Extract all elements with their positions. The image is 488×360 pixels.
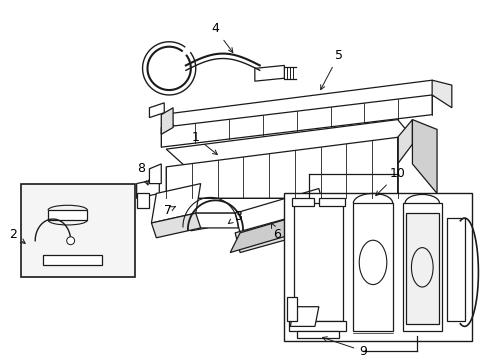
Bar — [284, 193, 470, 341]
Polygon shape — [166, 198, 411, 213]
Polygon shape — [235, 208, 328, 253]
Polygon shape — [151, 213, 200, 238]
Polygon shape — [254, 66, 284, 81]
Bar — [21, 184, 134, 277]
Polygon shape — [136, 179, 159, 198]
Polygon shape — [292, 198, 313, 206]
Polygon shape — [235, 189, 323, 233]
Text: 1: 1 — [191, 131, 217, 154]
Text: 10: 10 — [375, 167, 405, 195]
Polygon shape — [431, 80, 451, 108]
Text: 8: 8 — [137, 162, 148, 185]
Polygon shape — [397, 120, 411, 164]
Polygon shape — [166, 120, 411, 167]
Polygon shape — [294, 203, 343, 321]
Polygon shape — [166, 137, 397, 198]
Polygon shape — [287, 297, 297, 321]
Text: 7: 7 — [164, 204, 175, 217]
Polygon shape — [402, 203, 441, 331]
Text: 3: 3 — [228, 210, 242, 224]
Polygon shape — [43, 255, 102, 265]
Polygon shape — [171, 213, 422, 228]
Polygon shape — [289, 321, 346, 331]
Polygon shape — [353, 203, 392, 331]
Polygon shape — [149, 103, 164, 118]
Text: 9: 9 — [322, 337, 366, 357]
Polygon shape — [161, 80, 441, 127]
Polygon shape — [190, 220, 207, 231]
Text: 5: 5 — [320, 49, 342, 90]
Polygon shape — [161, 108, 173, 134]
Text: 6: 6 — [271, 223, 281, 241]
Polygon shape — [149, 164, 161, 184]
Polygon shape — [161, 95, 431, 147]
Polygon shape — [446, 218, 464, 321]
Circle shape — [66, 237, 75, 245]
Polygon shape — [136, 193, 149, 208]
Polygon shape — [48, 210, 87, 220]
Text: 4: 4 — [211, 22, 232, 53]
Text: 2: 2 — [10, 228, 25, 243]
Polygon shape — [405, 213, 438, 324]
Polygon shape — [297, 331, 338, 338]
Polygon shape — [318, 198, 345, 206]
Polygon shape — [411, 120, 436, 193]
Polygon shape — [290, 307, 318, 327]
Polygon shape — [151, 184, 200, 223]
Polygon shape — [230, 208, 323, 253]
